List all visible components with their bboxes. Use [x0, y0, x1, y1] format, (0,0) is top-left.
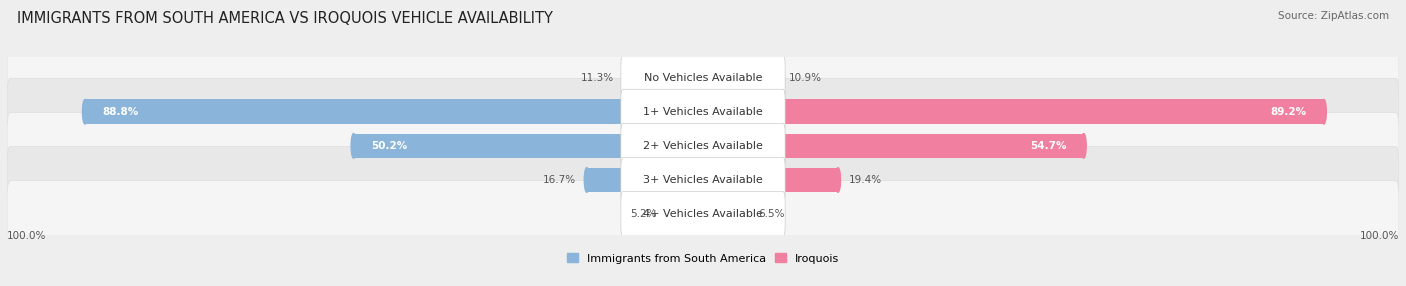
Bar	[586, 168, 703, 192]
FancyBboxPatch shape	[7, 146, 1399, 213]
Bar	[703, 134, 1084, 158]
Circle shape	[1081, 134, 1087, 158]
Text: 4+ Vehicles Available: 4+ Vehicles Available	[643, 209, 763, 219]
FancyBboxPatch shape	[7, 78, 1399, 145]
Text: 88.8%: 88.8%	[103, 107, 139, 117]
FancyBboxPatch shape	[621, 55, 785, 100]
Text: 10.9%: 10.9%	[789, 73, 823, 83]
Text: 16.7%: 16.7%	[543, 175, 576, 185]
Bar	[703, 65, 779, 90]
FancyBboxPatch shape	[7, 44, 1399, 111]
Text: 3+ Vehicles Available: 3+ Vehicles Available	[643, 175, 763, 185]
Circle shape	[835, 168, 841, 192]
FancyBboxPatch shape	[7, 181, 1399, 247]
FancyBboxPatch shape	[621, 123, 785, 168]
Text: 11.3%: 11.3%	[581, 73, 614, 83]
Circle shape	[621, 65, 627, 90]
Text: Source: ZipAtlas.com: Source: ZipAtlas.com	[1278, 11, 1389, 21]
Circle shape	[745, 202, 751, 226]
Circle shape	[664, 202, 669, 226]
Text: 19.4%: 19.4%	[848, 175, 882, 185]
Text: 100.0%: 100.0%	[7, 231, 46, 241]
Circle shape	[776, 65, 782, 90]
Text: 6.5%: 6.5%	[759, 209, 785, 219]
Bar	[84, 100, 703, 124]
Bar	[354, 134, 703, 158]
Text: 2+ Vehicles Available: 2+ Vehicles Available	[643, 141, 763, 151]
Text: 1+ Vehicles Available: 1+ Vehicles Available	[643, 107, 763, 117]
Bar	[666, 202, 703, 226]
Text: 89.2%: 89.2%	[1270, 107, 1306, 117]
Bar	[703, 202, 748, 226]
Legend: Immigrants from South America, Iroquois: Immigrants from South America, Iroquois	[562, 249, 844, 268]
FancyBboxPatch shape	[621, 158, 785, 202]
Circle shape	[585, 168, 589, 192]
Bar	[703, 100, 1324, 124]
Bar	[624, 65, 703, 90]
FancyBboxPatch shape	[621, 89, 785, 134]
Bar	[703, 168, 838, 192]
Circle shape	[1322, 100, 1326, 124]
FancyBboxPatch shape	[7, 112, 1399, 179]
Text: IMMIGRANTS FROM SOUTH AMERICA VS IROQUOIS VEHICLE AVAILABILITY: IMMIGRANTS FROM SOUTH AMERICA VS IROQUOI…	[17, 11, 553, 26]
Circle shape	[352, 134, 356, 158]
Text: 5.2%: 5.2%	[630, 209, 657, 219]
Text: 100.0%: 100.0%	[1360, 231, 1399, 241]
Text: 50.2%: 50.2%	[371, 141, 408, 151]
Circle shape	[83, 100, 87, 124]
Text: No Vehicles Available: No Vehicles Available	[644, 73, 762, 83]
FancyBboxPatch shape	[621, 192, 785, 237]
Text: 54.7%: 54.7%	[1029, 141, 1066, 151]
